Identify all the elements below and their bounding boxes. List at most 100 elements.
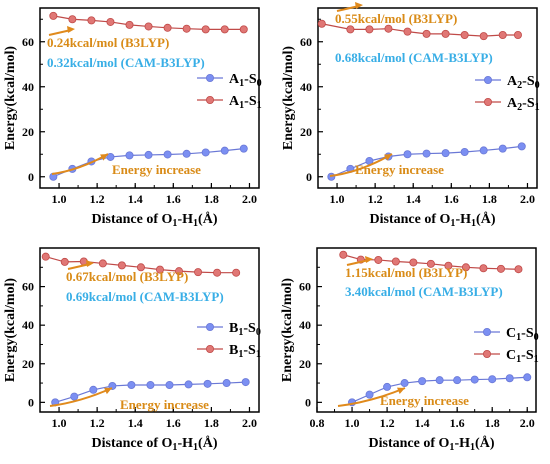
arrow-head-icon <box>397 387 405 394</box>
plot-frame <box>316 247 537 413</box>
arrow-head-icon <box>104 387 112 395</box>
y-tick-label: 40 <box>22 318 34 332</box>
energy-increase-arrow <box>49 387 113 407</box>
data-point-s0 <box>127 380 136 389</box>
gap-arrow <box>48 29 72 36</box>
data-point-s1 <box>426 259 435 268</box>
data-point-s1 <box>346 25 355 34</box>
x-tick-label: 1.6 <box>450 416 465 430</box>
legend-marker <box>205 322 214 331</box>
legend-marker <box>483 98 492 107</box>
data-point-s1 <box>232 268 241 277</box>
y-axis-label: Energy(kcal/mol) <box>281 46 296 151</box>
y-tick-label: 40 <box>22 80 34 94</box>
data-point-s0 <box>144 150 153 159</box>
data-point-s1 <box>144 22 153 31</box>
data-point-s1 <box>136 263 145 272</box>
data-point-s1 <box>163 23 172 32</box>
plot-frame <box>39 7 260 189</box>
data-point-s1 <box>60 257 69 266</box>
x-tick-label: 0.8 <box>310 416 325 430</box>
gap-arrow-head-icon <box>365 256 373 263</box>
x-tick-label: 1.2 <box>368 192 383 206</box>
data-point-s1 <box>479 32 488 41</box>
data-point-s0 <box>400 379 409 388</box>
data-point-s1 <box>49 11 58 20</box>
data-point-s0 <box>182 149 191 158</box>
data-point-s1 <box>461 263 470 272</box>
data-point-s0 <box>220 146 229 155</box>
x-tick-label: 1.8 <box>485 416 500 430</box>
data-point-s0 <box>239 144 248 153</box>
x-tick-label: 1.6 <box>444 192 459 206</box>
x-tick-label: 1.4 <box>406 192 421 206</box>
energy-increase-label: Energy increase <box>355 162 444 177</box>
data-point-s0 <box>201 148 210 157</box>
data-point-s1 <box>220 25 229 34</box>
y-tick-label: 40 <box>299 318 311 332</box>
y-tick-label: 0 <box>305 395 311 409</box>
y-tick-label: 60 <box>299 280 311 294</box>
x-tick-label: 2.0 <box>520 416 535 430</box>
x-tick-label: 1.4 <box>128 416 143 430</box>
x-tick-label: 2.0 <box>242 192 257 206</box>
data-point-s1 <box>422 29 431 38</box>
data-point-s0 <box>488 375 497 384</box>
data-point-s1 <box>87 16 96 25</box>
data-point-s0 <box>470 375 479 384</box>
legend-label: A2-S0 <box>507 74 540 91</box>
data-point-s0 <box>383 382 392 391</box>
data-point-s1 <box>125 20 134 29</box>
legend-label: A1-S1 <box>229 94 262 111</box>
data-point-s1 <box>513 30 522 39</box>
chart-panel-3: 1.0 1.2 1.4 1.6 1.8 2.0 0 20 40 60 Distance of O1-… <box>3 247 261 453</box>
data-point-s0 <box>479 146 488 155</box>
data-point-s1 <box>41 252 50 261</box>
x-tick-label: 2.0 <box>520 192 535 206</box>
gap-arrow <box>336 5 360 12</box>
data-point-s1 <box>117 261 126 270</box>
data-point-s1 <box>365 25 374 34</box>
x-tick-label: 1.0 <box>52 416 67 430</box>
x-tick-label: 1.2 <box>90 416 105 430</box>
x-tick-label: 1.6 <box>166 416 181 430</box>
data-point-s0 <box>435 376 444 385</box>
arrow-head-icon <box>384 154 392 161</box>
y-tick-label: 60 <box>300 35 312 49</box>
x-tick-label: 1.0 <box>330 192 345 206</box>
plot-frame <box>39 247 260 413</box>
y-tick-label: 20 <box>299 357 311 371</box>
energy-increase-label: Energy increase <box>112 162 201 177</box>
y-tick-label: 60 <box>22 35 34 49</box>
data-point-s1 <box>175 267 184 276</box>
data-point-s0 <box>241 378 250 387</box>
data-point-s0 <box>184 380 193 389</box>
data-point-s0 <box>418 377 427 386</box>
y-axis-label: Energy(kcal/mol) <box>3 46 18 151</box>
legend-marker <box>482 349 491 358</box>
legend-marker <box>483 76 492 85</box>
data-point-s1 <box>514 265 523 274</box>
data-point-s0 <box>70 392 79 401</box>
data-point-s0 <box>505 374 514 383</box>
data-point-s1 <box>213 268 222 277</box>
data-point-s0 <box>460 147 469 156</box>
energy-increase-label: Energy increase <box>120 397 209 412</box>
gap-arrow <box>67 263 91 270</box>
x-tick-label: 1.6 <box>166 192 181 206</box>
annotation-b3lyp: 0.67kcal/mol (B3LYP) <box>66 269 188 284</box>
data-point-s0 <box>165 380 174 389</box>
y-tick-label: 20 <box>22 125 34 139</box>
x-tick-label: 1.8 <box>204 192 219 206</box>
arrow-head-icon <box>100 154 108 161</box>
data-point-s1 <box>98 259 107 268</box>
x-axis-label: Distance of O1-H1(Å) <box>370 211 496 229</box>
legend-label: A1-S0 <box>229 72 262 89</box>
data-point-s1 <box>444 261 453 270</box>
data-point-s1 <box>182 24 191 33</box>
chart-panel-1: 1.0 1.2 1.4 1.6 1.8 2.0 0 20 40 60 Distance of O1-… <box>3 7 262 229</box>
data-point-s0 <box>163 150 172 159</box>
data-point-s1 <box>317 19 326 28</box>
x-tick-label: 1.4 <box>415 416 430 430</box>
energy-increase-label: Energy increase <box>380 393 469 408</box>
